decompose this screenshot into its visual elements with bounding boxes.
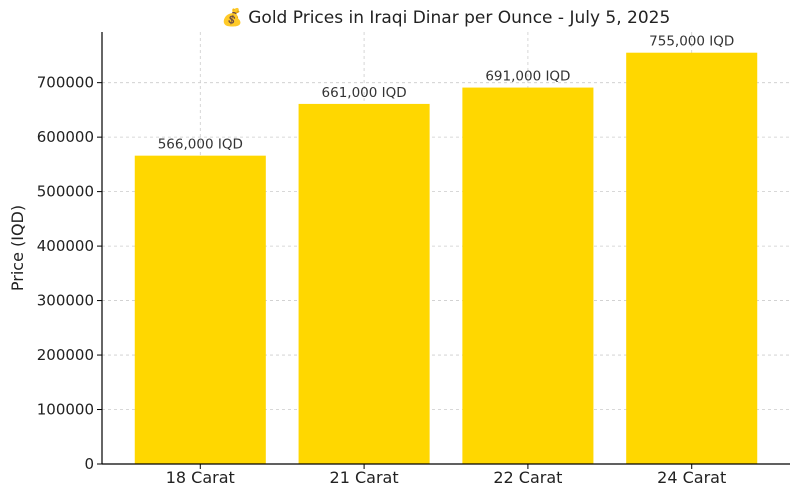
x-tick-label: 18 Carat: [166, 468, 235, 487]
y-tick-label: 600000: [37, 128, 94, 146]
data-label: 755,000 IQD: [649, 34, 734, 50]
y-tick-label: 500000: [37, 183, 94, 201]
x-tick-label: 21 Carat: [330, 468, 399, 487]
bar: [462, 87, 594, 464]
y-tick-label: 700000: [37, 74, 94, 92]
data-label: 566,000 IQD: [158, 137, 243, 153]
y-tick-label: 0: [84, 455, 94, 473]
y-axis-label: Price (IQD): [8, 205, 27, 291]
bar: [626, 52, 758, 464]
y-tick-label: 300000: [37, 292, 94, 310]
x-tick-label: 24 Carat: [657, 468, 726, 487]
bars: [134, 52, 758, 464]
labels: 0 100000 200000 300000 400000 500000 600000 700…: [37, 34, 735, 487]
data-label: 661,000 IQD: [322, 85, 407, 101]
axes: [97, 32, 790, 469]
chart-title: 💰 Gold Prices in Iraqi Dinar per Ounce -…: [222, 7, 671, 28]
bar: [298, 103, 430, 464]
x-tick-label: 22 Carat: [493, 468, 562, 487]
y-tick-label: 200000: [37, 346, 94, 364]
data-label: 691,000 IQD: [485, 69, 570, 85]
y-tick-label: 400000: [37, 237, 94, 255]
y-tick-label: 100000: [37, 401, 94, 419]
bar: [134, 155, 266, 464]
